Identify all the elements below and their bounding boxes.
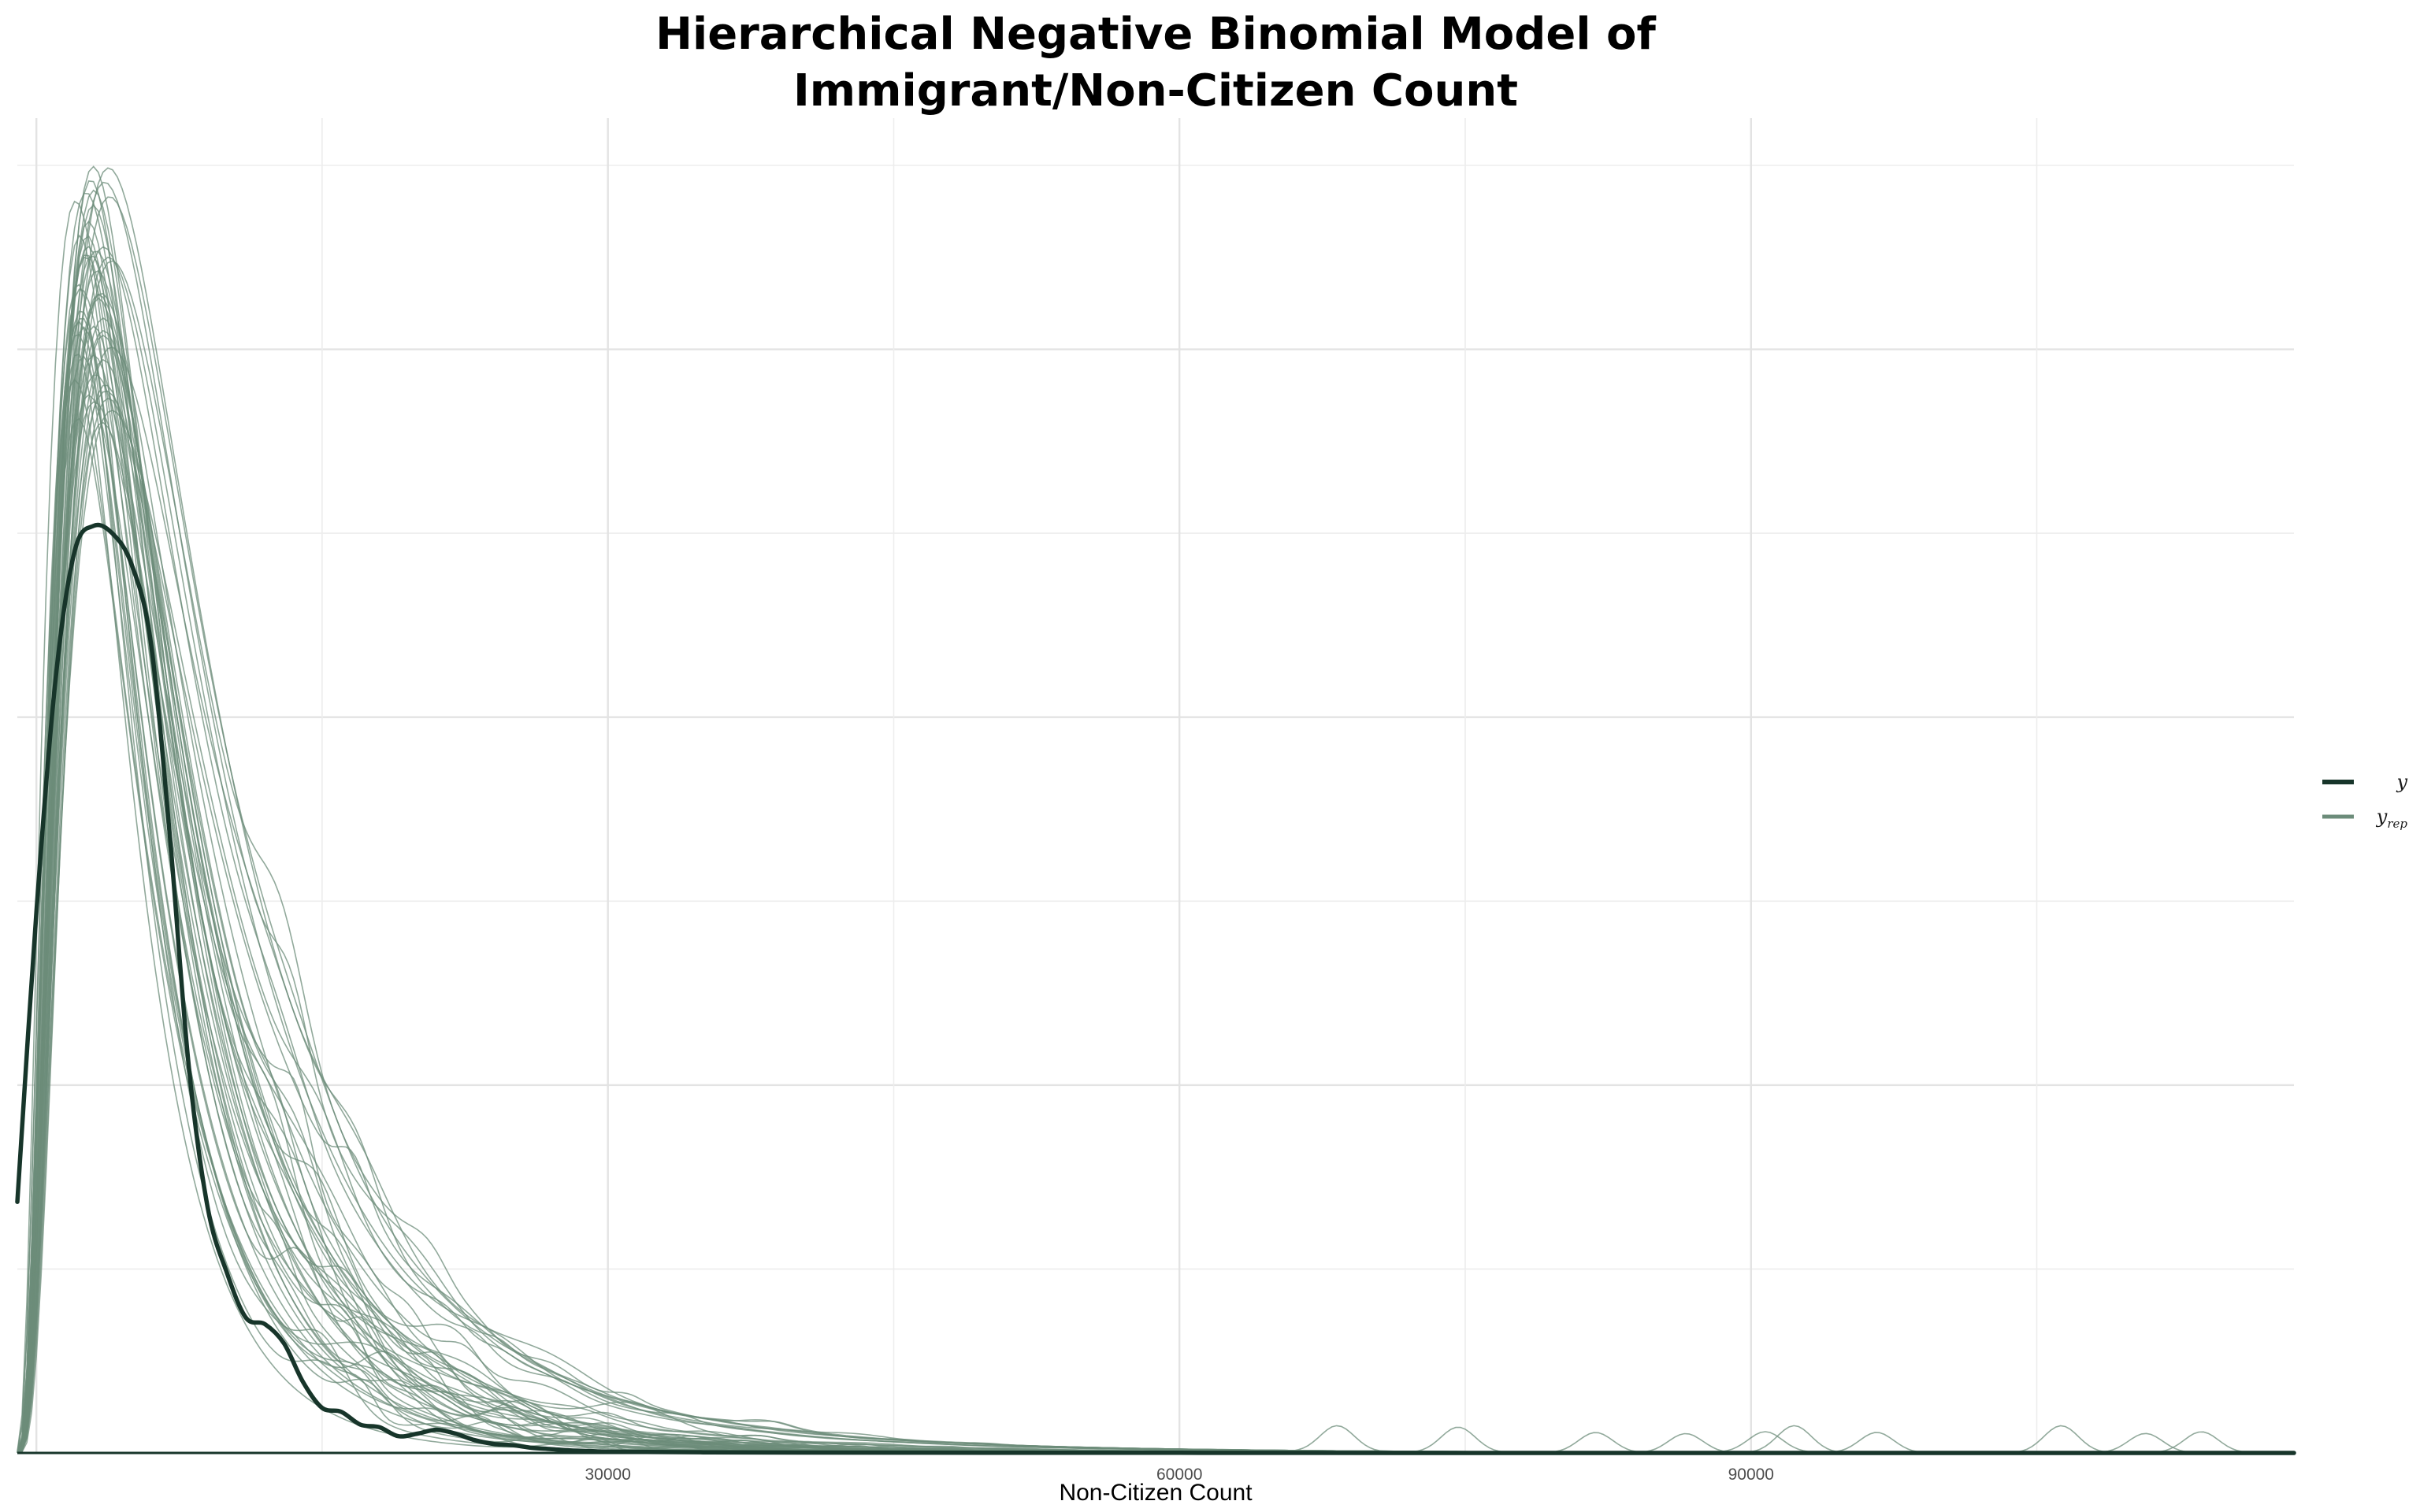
y-rep-curve <box>17 333 2294 1454</box>
y-observed-curve <box>15 522 2296 1455</box>
y-rep-curve <box>17 234 2294 1454</box>
y-rep-curve <box>17 325 2294 1454</box>
y-rep-curve <box>17 288 2294 1454</box>
y-rep-curve <box>17 353 2294 1454</box>
y-rep-curve <box>17 220 2294 1454</box>
y-rep-curve <box>17 320 2294 1454</box>
legend-label: yrep <box>2376 806 2408 831</box>
chart-title-line: Immigrant/Non-Citizen Count <box>793 65 1518 117</box>
y-rep-curve <box>17 397 2294 1454</box>
y-rep-curve <box>17 317 2294 1454</box>
y-rep-curve <box>17 284 2294 1454</box>
x-axis-title: Non-Citizen Count <box>1059 1480 1253 1506</box>
x-tick-label: 30000 <box>585 1466 630 1484</box>
y-rep-curve <box>17 254 2294 1454</box>
x-tick-label: 60000 <box>1156 1466 1202 1484</box>
y-rep-series <box>17 165 2294 1454</box>
y-rep-curve <box>17 235 2294 1454</box>
y-rep-curve <box>17 196 2294 1454</box>
y-rep-curve <box>17 256 2294 1454</box>
y-rep-curve <box>17 391 2294 1454</box>
x-tick-label: 90000 <box>1728 1466 1774 1484</box>
y-rep-curve <box>17 204 2294 1454</box>
y-rep-curve <box>17 329 2294 1454</box>
y-rep-curve <box>17 167 2294 1454</box>
y-rep-curve <box>17 245 2294 1454</box>
y-rep-curve <box>17 326 2294 1454</box>
y-rep-curve <box>17 256 2294 1454</box>
y-rep-curve <box>17 246 2294 1454</box>
y-rep-curve <box>17 354 2294 1454</box>
y-rep-curve <box>17 358 2294 1454</box>
y-rep-curve <box>17 355 2294 1454</box>
y-rep-curve <box>17 250 2294 1454</box>
grid <box>17 118 2294 1455</box>
y-rep-curve <box>17 317 2294 1454</box>
legend: y yrep <box>2322 771 2407 831</box>
y-rep-curve <box>17 165 2294 1454</box>
y-rep-curve <box>17 200 2294 1454</box>
y-rep-curve <box>17 394 2294 1454</box>
y-rep-curve <box>17 255 2294 1454</box>
y-rep-curve <box>17 334 2294 1454</box>
chart-title-line: Hierarchical Negative Binomial Model of <box>655 9 1656 60</box>
legend-label: y <box>2396 771 2407 793</box>
